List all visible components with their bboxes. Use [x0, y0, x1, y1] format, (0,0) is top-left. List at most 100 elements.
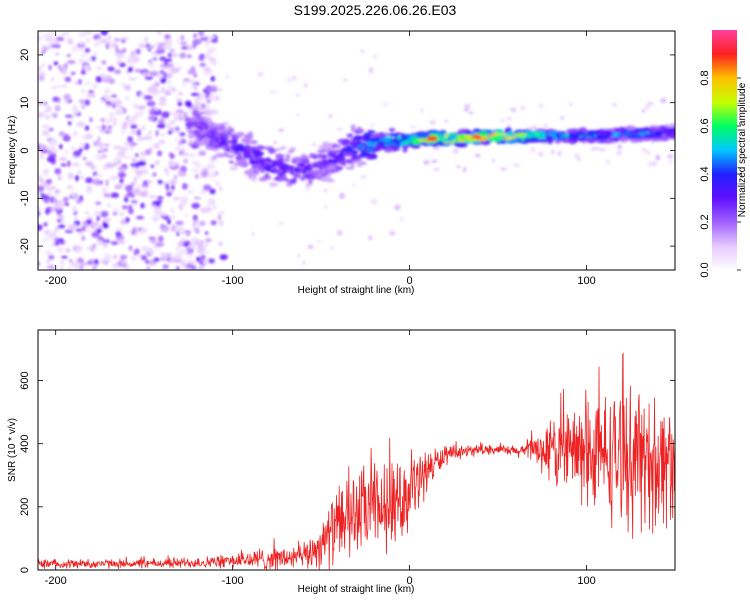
spectrogram-blob: [370, 153, 376, 157]
spectrogram-blob: [666, 125, 671, 129]
spectrogram-blob: [204, 139, 210, 142]
spectrogram-blob: [169, 258, 176, 264]
spectrogram-blob: [179, 41, 188, 45]
spectrogram-blob: [187, 101, 192, 109]
spectrogram-blob: [113, 145, 122, 150]
spectrogram-blob: [587, 131, 595, 137]
spectrogram-blob: [371, 137, 380, 143]
spectrogram-blob: [147, 115, 155, 122]
spectrogram-blob: [647, 135, 656, 139]
spectrogram-blob: [176, 226, 185, 232]
spectrogram-blob: [71, 71, 76, 76]
spectrogram-blob: [140, 152, 147, 156]
spectrogram-blob: [537, 151, 544, 157]
spectrogram-blob: [51, 152, 57, 159]
spectrogram-blob: [111, 94, 117, 98]
spectrogram-blob: [105, 101, 111, 105]
spectrogram-blob: [431, 159, 438, 163]
spectrogram-blob: [179, 113, 184, 120]
spectrogram-blob: [100, 117, 106, 123]
spectrogram-blob: [669, 123, 675, 128]
spectrogram-blob: [136, 215, 145, 220]
spectrogram-blob: [130, 256, 137, 261]
spectrogram-blob: [166, 71, 173, 76]
spectrogram-blob: [258, 159, 267, 163]
spectrogram-blob: [350, 126, 356, 129]
spectrogram-blob: [73, 244, 83, 251]
spectrogram-blob: [196, 111, 207, 115]
spectrogram-blob: [54, 189, 60, 193]
spectrogram-blob: [276, 163, 283, 168]
spectrogram-blob: [44, 114, 51, 120]
spectrogram-blob: [534, 131, 540, 137]
spectrogram-blob: [103, 148, 108, 152]
spectrogram-blob: [218, 220, 224, 227]
spectrogram-blob: [330, 245, 334, 250]
spectrogram-blob: [49, 196, 56, 204]
spectrogram-blob: [91, 55, 96, 62]
spectrogram-blob: [352, 183, 356, 187]
spectrogram-blob: [103, 243, 108, 249]
spectrogram-blob: [444, 119, 449, 123]
spectrogram-blob: [133, 251, 137, 256]
spectrogram-blob: [73, 110, 79, 116]
spectrogram-blob: [105, 119, 112, 124]
spectrogram-blob: [610, 128, 616, 134]
spectrogram-blob: [66, 53, 71, 58]
spectrogram-blob: [671, 126, 675, 130]
spectrogram-blob: [265, 159, 275, 164]
spectrogram-blob: [178, 141, 182, 146]
spectrogram-y-tick-label: 20: [19, 49, 31, 61]
spectrogram-blob: [38, 74, 45, 82]
spectrogram-blob: [54, 168, 62, 175]
spectrogram-blob: [177, 170, 187, 177]
spectrogram-blob: [301, 174, 307, 178]
spectrogram-blob: [356, 162, 363, 167]
spectrogram-blob: [384, 129, 388, 135]
spectrogram-blob: [187, 133, 196, 139]
spectrogram-blob: [130, 145, 134, 152]
spectrogram-blob: [41, 51, 45, 55]
spectrogram-blob: [463, 134, 473, 139]
spectrogram-blob: [74, 174, 80, 182]
spectrogram-blob: [229, 166, 238, 171]
spectrogram-blob: [534, 139, 548, 143]
spectrogram-blob: [274, 159, 281, 163]
spectrogram-blob: [223, 134, 230, 140]
snr-x-tick-label: -100: [222, 575, 244, 587]
spectrogram-blob: [263, 176, 271, 179]
spectrogram-blob: [48, 264, 55, 270]
spectrogram-blob: [112, 158, 119, 164]
spectrogram-blob: [148, 194, 156, 199]
spectrogram-blob: [620, 129, 624, 135]
spectrogram-blob: [182, 81, 186, 88]
spectrogram-blob: [71, 205, 78, 213]
spectrogram-blob: [118, 38, 123, 42]
spectrogram-blob: [167, 130, 173, 135]
spectrogram-blob: [160, 77, 167, 84]
spectrogram-blob: [53, 44, 61, 49]
spectrogram-blob: [137, 105, 146, 110]
spectrogram-blob: [400, 133, 405, 138]
spectrogram-blob: [197, 245, 206, 253]
spectrogram-blob: [80, 98, 84, 105]
spectrogram-blob: [328, 158, 333, 163]
spectrogram-blob: [191, 169, 200, 173]
spectrogram-blob: [282, 163, 288, 167]
spectrogram-blob: [214, 153, 225, 158]
spectrogram-blob: [268, 161, 273, 166]
spectrogram-blob: [61, 255, 68, 259]
spectrogram-blob: [318, 145, 326, 149]
spectrogram-blob: [92, 82, 98, 90]
spectrogram-blob: [205, 52, 211, 59]
spectrogram-blob: [175, 220, 184, 226]
spectrogram-blob: [281, 175, 286, 181]
spectrogram-blob: [165, 75, 172, 79]
spectrogram-blob: [561, 139, 574, 143]
spectrogram-blob: [120, 254, 128, 260]
spectrogram-blob: [221, 122, 229, 125]
spectrogram-blob: [56, 246, 64, 253]
snr-x-tick-label: -200: [45, 575, 67, 587]
spectrogram-blob: [82, 156, 87, 161]
spectrogram-blob: [133, 176, 138, 184]
